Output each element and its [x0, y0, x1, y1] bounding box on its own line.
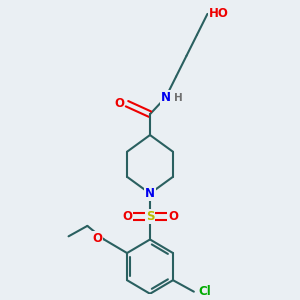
Text: HO: HO: [208, 8, 228, 20]
Text: S: S: [146, 210, 154, 223]
Text: O: O: [92, 232, 102, 245]
Text: N: N: [145, 187, 155, 200]
Text: H: H: [174, 94, 183, 103]
Text: N: N: [161, 91, 171, 104]
Text: O: O: [114, 97, 124, 110]
Text: Cl: Cl: [198, 285, 211, 298]
Text: O: O: [122, 210, 132, 223]
Text: O: O: [168, 210, 178, 223]
